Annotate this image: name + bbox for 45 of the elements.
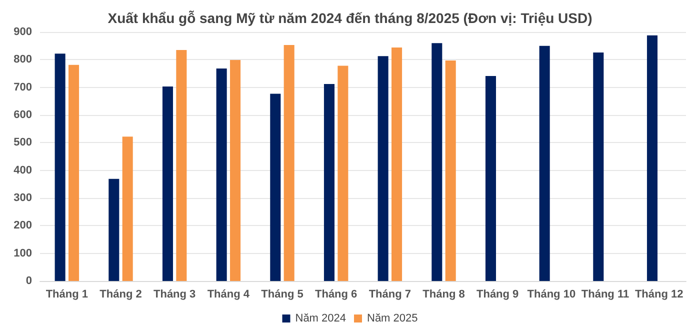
y-tick-label: 500 [14, 136, 32, 149]
bar [216, 68, 227, 281]
y-tick-label: 800 [14, 54, 32, 66]
bar [54, 54, 66, 281]
bar [445, 60, 456, 281]
x-tick-label: Tháng 6 [314, 288, 358, 300]
bar [593, 52, 604, 281]
bar [230, 60, 241, 281]
bar [646, 35, 658, 281]
bar [176, 50, 187, 281]
bar [284, 45, 294, 281]
bar [108, 178, 120, 281]
y-tick-label: 700 [14, 81, 32, 94]
x-tick-label: Tháng 10 [527, 288, 576, 300]
y-tick-label: 400 [14, 164, 32, 176]
x-tick-label: Tháng 11 [581, 288, 630, 300]
bar [432, 43, 442, 281]
x-tick-label: Tháng 5 [261, 288, 304, 300]
legend-label: Năm 2024 [295, 312, 346, 324]
bar [391, 47, 402, 281]
x-tick-label: Tháng 3 [153, 288, 196, 300]
y-tick-label: 300 [14, 192, 32, 204]
x-tick-label: Tháng 2 [100, 288, 142, 300]
y-tick-label: 200 [14, 220, 32, 232]
x-tick-label: Tháng 9 [476, 288, 519, 300]
legend-label: Năm 2025 [367, 312, 418, 324]
bar [68, 64, 80, 281]
bar [122, 136, 133, 281]
y-tick-label: 600 [14, 109, 32, 121]
bar [324, 84, 335, 281]
x-tick-label: Tháng 12 [634, 288, 684, 300]
bar [270, 94, 281, 281]
y-tick-label: 900 [14, 26, 32, 38]
bar [485, 76, 496, 281]
y-tick-label: 0 [26, 275, 32, 287]
x-tick-label: Tháng 7 [368, 288, 412, 300]
bar [162, 86, 174, 281]
bar [539, 46, 550, 281]
x-tick-label: Tháng 1 [46, 288, 88, 300]
bar [338, 66, 348, 281]
y-tick-label: 100 [14, 247, 32, 260]
bar [378, 56, 388, 281]
chart-title: Xuất khẩu gỗ sang Mỹ từ năm 2024 đến tháng 8/2025 (Đơn vị: Triệu USD) [108, 10, 592, 26]
x-tick-label: Tháng 4 [207, 288, 250, 300]
x-tick-label: Tháng 8 [422, 288, 465, 300]
